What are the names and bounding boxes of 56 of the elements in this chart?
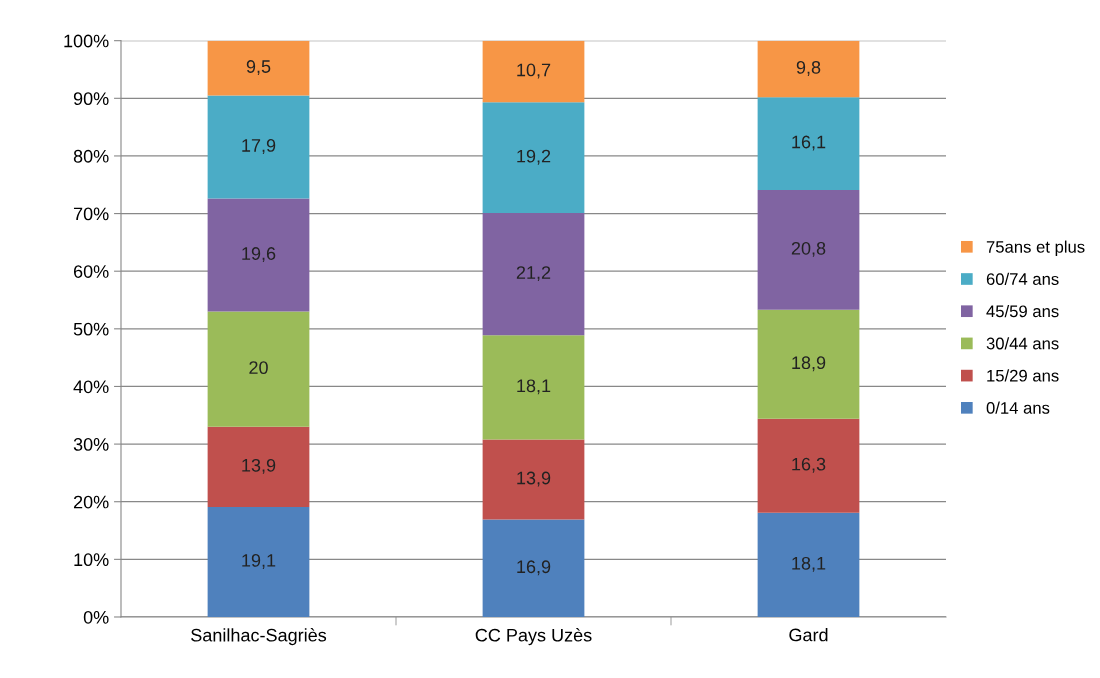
bar — [757, 418, 860, 513]
y-tick-label: 100% — [64, 34, 109, 48]
data-label: 10,7 — [517, 63, 551, 79]
bar — [207, 311, 310, 427]
y-tick-label: 60% — [73, 265, 109, 278]
bar — [482, 40, 585, 103]
data-label: 13,9 — [242, 458, 276, 474]
bar — [757, 97, 860, 190]
y-tick-label: 20% — [73, 495, 109, 509]
y-tick-label: 30% — [73, 438, 109, 451]
bar — [757, 512, 860, 617]
bar — [757, 40, 860, 98]
data-label: 19,2 — [517, 149, 551, 165]
data-label: 21,2 — [516, 266, 551, 282]
bar — [207, 198, 310, 312]
data-label: 18,9 — [792, 356, 826, 372]
data-label: 16,1 — [792, 135, 826, 151]
y-tick-label: 10% — [74, 553, 109, 567]
bar — [482, 519, 585, 617]
legend-label: 45/59 ans — [986, 304, 1059, 318]
data-label: 16,9 — [517, 560, 551, 576]
y-tick-label: 80% — [73, 149, 109, 163]
y-tick-label: 90% — [73, 92, 109, 106]
y-tick-label: 50% — [73, 322, 109, 336]
bar — [207, 506, 310, 617]
y-tick-label: 40% — [73, 380, 109, 394]
data-label: 18,1 — [792, 556, 826, 572]
data-label: 20,8 — [791, 241, 826, 257]
bar — [207, 426, 310, 507]
data-label: 16,3 — [792, 457, 826, 473]
legend-label: 15/29 ans — [987, 369, 1059, 382]
data-label: 18,1 — [517, 379, 551, 395]
legend-label: 0/14 ans — [986, 401, 1050, 414]
bar — [482, 102, 585, 213]
legend-label: 30/44 ans — [986, 337, 1059, 350]
legend-label: 60/74 ans — [986, 272, 1059, 285]
bar — [757, 309, 860, 419]
x-tick-label: CC Pays Uzès — [475, 628, 592, 646]
x-tick-label: Gard — [789, 628, 828, 642]
data-label: 9,8 — [796, 60, 821, 76]
data-label: 17,9 — [242, 139, 276, 154]
y-tick-label: 0% — [83, 610, 109, 624]
data-label: 9,5 — [246, 60, 271, 76]
y-tick-label: 70% — [73, 207, 109, 221]
data-label: 20 — [249, 361, 268, 375]
legend-label: 75ans et plus — [986, 240, 1085, 257]
bar — [207, 40, 310, 96]
bar — [482, 212, 585, 336]
bar — [757, 189, 860, 310]
data-label: 13,9 — [517, 471, 551, 487]
bar — [482, 335, 585, 440]
bar — [482, 439, 585, 520]
data-label: 19,1 — [242, 554, 276, 569]
data-label: 19,6 — [242, 247, 276, 263]
bar — [207, 95, 310, 199]
x-tick-label: Sanilhac-Sagriès — [191, 628, 327, 646]
